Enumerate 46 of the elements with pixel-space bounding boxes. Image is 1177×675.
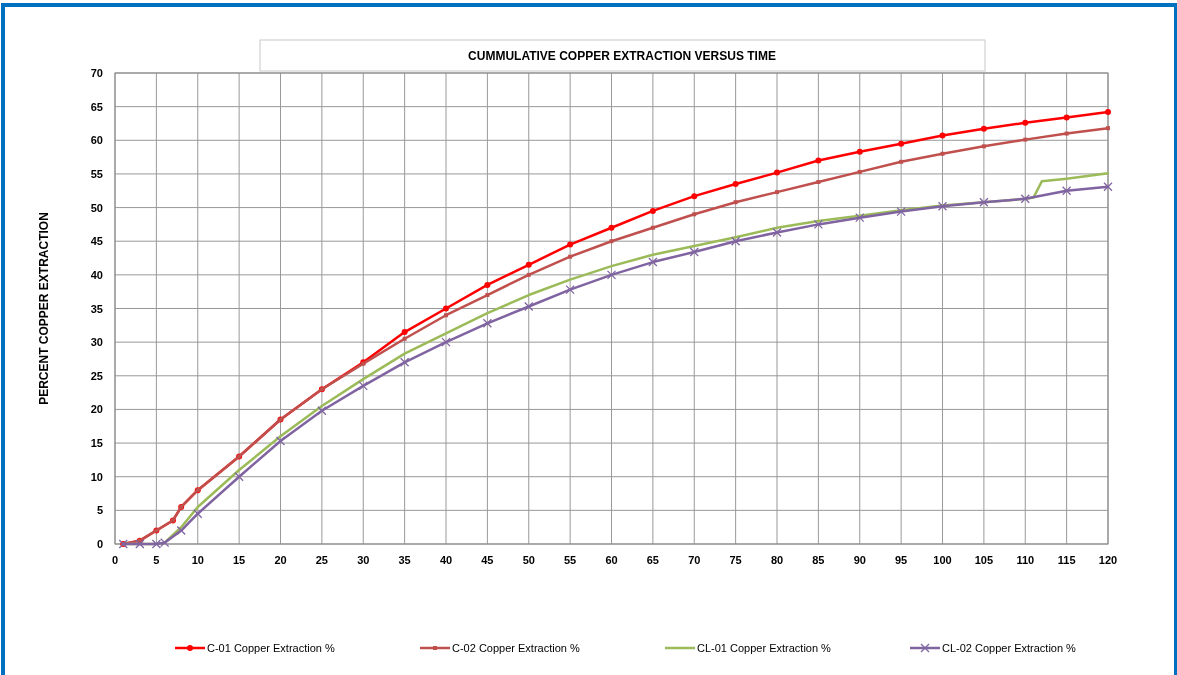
y-tick-label: 20 (90, 403, 103, 416)
x-tick-label: 20 (274, 554, 287, 566)
y-tick-label: 0 (96, 538, 103, 550)
x-tick-label: 40 (439, 554, 453, 566)
x-tick-label: 0 (111, 554, 119, 566)
y-tick-label: 45 (90, 235, 103, 248)
y-tick-label: 10 (90, 470, 103, 483)
x-tick-label: 120 (1098, 554, 1118, 566)
legend-label: C-02 Copper Extraction % (452, 642, 580, 654)
x-tick-label: 80 (770, 554, 784, 566)
x-tick-label: 85 (812, 554, 825, 566)
x-tick-label: 105 (974, 554, 994, 566)
x-tick-label: 90 (853, 554, 866, 566)
legend-label: C-01 Copper Extraction % (207, 642, 335, 654)
x-tick-label: 15 (233, 554, 246, 566)
y-tick-label: 60 (90, 134, 103, 147)
legend-label: CL-02 Copper Extraction % (942, 642, 1077, 654)
x-tick-label: 35 (398, 554, 411, 566)
y-tick-label: 50 (90, 201, 103, 214)
y-tick-label: 35 (90, 302, 103, 315)
x-tick-label: 10 (191, 554, 204, 566)
x-tick-label: 5 (153, 554, 160, 566)
y-tick-label: 30 (90, 336, 103, 349)
x-tick-label: 55 (564, 554, 577, 566)
legend-label: CL-01 Copper Extraction % (697, 642, 832, 654)
x-tick-label: 60 (605, 554, 618, 566)
y-tick-label: 25 (90, 369, 103, 382)
y-axis-title: PERCENT COPPER EXTRACTION (37, 212, 51, 405)
x-tick-label: 75 (729, 554, 742, 566)
y-tick-label: 15 (90, 437, 103, 450)
y-tick-label: 55 (90, 167, 103, 180)
y-tick-label: 70 (90, 67, 103, 79)
y-tick-label: 5 (96, 504, 103, 517)
x-tick-label: 110 (1016, 554, 1035, 566)
x-tick-label: 100 (933, 554, 952, 566)
y-tick-label: 65 (90, 100, 103, 113)
x-tick-label: 70 (688, 554, 701, 566)
x-tick-label: 95 (895, 554, 908, 566)
x-tick-label: 25 (315, 554, 328, 566)
x-tick-label: 50 (522, 554, 535, 566)
x-tick-label: 115 (1057, 554, 1076, 566)
x-tick-label: 30 (357, 554, 370, 566)
chart-title: CUMMULATIVE COPPER EXTRACTION VERSUS TIME (468, 49, 776, 63)
x-tick-label: 65 (646, 554, 659, 566)
y-tick-label: 40 (90, 268, 103, 281)
x-tick-label: 45 (481, 554, 494, 566)
